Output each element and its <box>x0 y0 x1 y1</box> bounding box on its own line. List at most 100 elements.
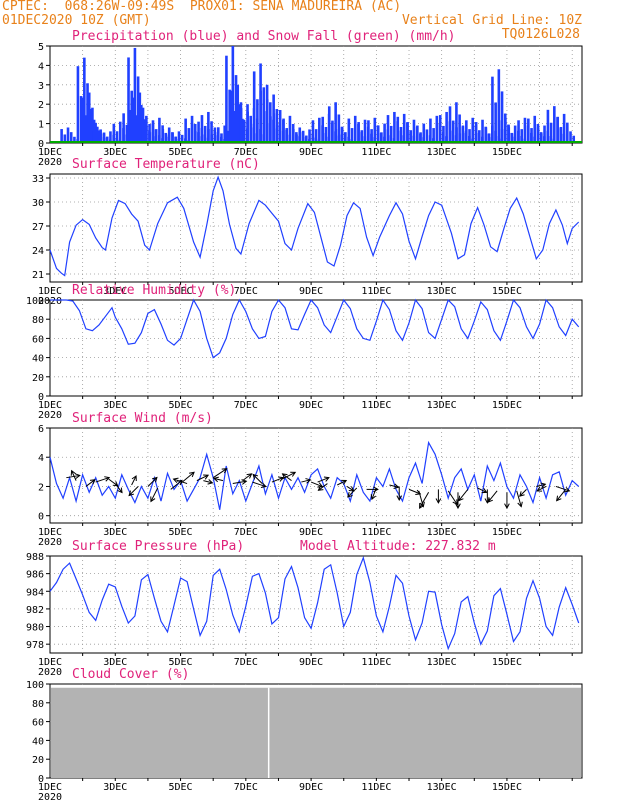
panel1-title: Precipitation (blue) and Snow Fall (gree… <box>72 29 456 44</box>
precip-bar <box>383 123 386 143</box>
precip-bar <box>94 122 97 143</box>
precip-bar <box>118 121 122 143</box>
precip-bar <box>180 134 184 143</box>
panel1-xtick-label: 9DEC <box>299 147 323 158</box>
precip-bar <box>237 104 241 143</box>
precip-bar <box>210 134 213 143</box>
wind-arrow <box>389 484 399 488</box>
precip-bar <box>92 130 96 143</box>
wind-arrow <box>170 479 183 490</box>
panel3-xtick-label: 13DEC <box>427 400 457 411</box>
precip-bar <box>115 131 119 143</box>
precip-bar <box>504 117 507 143</box>
precip-bar <box>298 127 302 143</box>
panel2-xtick-label: 15DEC <box>492 286 522 297</box>
precip-bar <box>203 125 207 143</box>
precip-bar <box>468 129 471 143</box>
wind-arrow <box>252 474 263 484</box>
panel6-xtick-label: 13DEC <box>427 782 457 793</box>
panel6-ytick-label: 40 <box>32 736 44 747</box>
precip-bar <box>133 47 137 143</box>
precip-bar <box>347 118 351 143</box>
precip-bar <box>161 129 165 143</box>
panel5-xtick-label: 13DEC <box>427 657 457 668</box>
wind-arrowhead <box>564 486 571 493</box>
panel3-xtick-label: 1DEC <box>38 400 62 411</box>
precip-bar <box>445 111 448 143</box>
wind-arrow <box>114 483 123 493</box>
precip-bar <box>136 76 140 143</box>
precip-bar <box>318 117 321 143</box>
precip-bar <box>97 130 101 143</box>
precip-bar <box>125 124 129 143</box>
precip-bar <box>272 113 276 143</box>
precip-bar <box>86 122 90 143</box>
wind-arrow <box>477 487 487 493</box>
precip-bar <box>549 122 553 143</box>
wind-arrowhead <box>104 476 111 482</box>
panel5-ytick-label: 984 <box>26 587 44 598</box>
wind-arrow <box>271 477 284 483</box>
panel5-annotation: Model Altitude: 227.832 m <box>300 539 496 554</box>
panel5-ytick-label: 980 <box>26 623 44 634</box>
precip-bar <box>419 132 422 143</box>
precip-bar <box>249 123 253 143</box>
precip-bar <box>89 108 93 143</box>
precip-bar <box>517 120 520 143</box>
wind-arrowhead <box>89 479 96 485</box>
panel3-xtick-label: 9DEC <box>299 400 323 411</box>
precip-bar <box>86 83 89 143</box>
panel3-xtick-label: 5DEC <box>169 400 193 411</box>
wind-arrow <box>71 470 77 481</box>
precip-bar <box>448 106 452 143</box>
panel4-year-label: 2020 <box>38 537 62 548</box>
panel6-ytick-label: 80 <box>32 699 44 710</box>
precip-bar <box>527 118 530 143</box>
wind-arrowhead <box>290 471 297 477</box>
precip-bar <box>386 115 390 143</box>
panel5-xtick-label: 15DEC <box>492 657 522 668</box>
precip-bar <box>236 84 240 143</box>
wind-arrowhead <box>341 479 348 485</box>
precip-bar <box>416 125 419 143</box>
panel4-frame <box>49 427 583 524</box>
wind-arrowhead <box>396 495 403 502</box>
panel5-xtick-label: 3DEC <box>103 657 127 668</box>
precip-bar <box>143 119 146 143</box>
precip-bar <box>566 122 569 143</box>
precip-bar <box>241 118 244 143</box>
precip-bar <box>282 118 285 143</box>
wind-arrowhead <box>517 501 523 508</box>
panel4-xtick-label: 15DEC <box>492 527 522 538</box>
panel6-title: Cloud Cover (%) <box>72 667 189 682</box>
panel1-xtick-label: 5DEC <box>169 147 193 158</box>
precip-bar <box>478 130 481 143</box>
panel4-ytick-label: 0 <box>38 512 44 523</box>
wind-arrow <box>252 481 267 488</box>
precip-bar <box>145 125 148 143</box>
wind-arrowhead <box>128 490 135 497</box>
panel5-xtick-label: 11DEC <box>361 657 391 668</box>
precip-bar <box>259 90 263 143</box>
wind-arrowhead <box>393 483 400 489</box>
precip-bar <box>533 115 537 143</box>
precip-bar <box>288 115 292 143</box>
panel3-xtick-label: 7DEC <box>234 400 258 411</box>
precip-bar <box>109 131 112 143</box>
precip-bar <box>130 90 134 143</box>
wind-arrow <box>203 480 213 484</box>
panel2-xtick-label: 9DEC <box>299 286 323 297</box>
wind-arrowhead <box>70 469 76 476</box>
precip-bar <box>455 127 458 143</box>
panel2-xtick-label: 11DEC <box>361 286 391 297</box>
precip-bar <box>177 131 181 143</box>
precip-bar <box>112 123 116 143</box>
panel1-xtick-label: 15DEC <box>492 147 522 158</box>
cloud-cover-area <box>51 687 581 778</box>
precip-bar <box>432 128 435 143</box>
wind-arrow <box>487 490 498 503</box>
precip-bar <box>487 133 491 143</box>
precip-bar <box>148 132 151 143</box>
panel4-xtick-label: 7DEC <box>234 527 258 538</box>
precip-bar <box>562 113 566 143</box>
